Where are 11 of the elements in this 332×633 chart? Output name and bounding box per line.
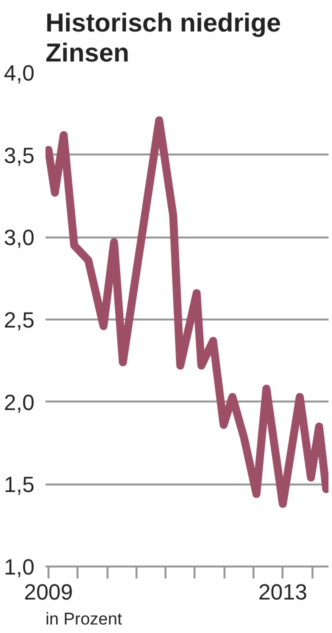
text: in Prozent	[46, 610, 122, 628]
y-tick-label: 4,0	[4, 60, 35, 86]
x-tick-label: 2013	[258, 580, 308, 604]
y-tick-label: 3,0	[4, 225, 35, 250]
x-tick-label: 2009	[24, 580, 73, 604]
y-tick-label: 1,0	[4, 554, 35, 580]
y-tick-label: 2,5	[4, 308, 35, 332]
y-tick-label: 3,5	[4, 142, 35, 168]
chart-title: Historisch niedrige Zinsen	[46, 8, 281, 68]
y-tick-label: 2,0	[4, 390, 35, 415]
y-tick-label: 1,5	[4, 472, 35, 498]
